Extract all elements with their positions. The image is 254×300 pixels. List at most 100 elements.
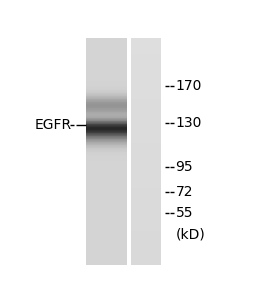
Bar	[86, 251, 127, 252]
Bar	[86, 261, 127, 262]
Bar	[131, 104, 161, 105]
Bar	[86, 40, 127, 41]
Bar	[131, 128, 161, 129]
Bar	[86, 94, 127, 95]
Bar	[131, 47, 161, 48]
Bar	[131, 135, 161, 136]
Bar	[131, 129, 161, 130]
Bar	[86, 233, 127, 234]
Bar	[86, 134, 127, 135]
Text: 170: 170	[176, 79, 202, 93]
Bar	[86, 93, 127, 94]
Bar	[86, 137, 127, 138]
Bar	[131, 228, 161, 229]
Bar	[131, 40, 161, 41]
Bar	[131, 194, 161, 195]
Bar	[86, 182, 127, 183]
Bar	[131, 263, 161, 264]
Bar	[86, 142, 127, 143]
Bar	[131, 75, 161, 76]
Bar	[86, 140, 127, 141]
Bar	[131, 161, 161, 162]
Bar	[131, 182, 161, 183]
Bar	[86, 208, 127, 209]
Bar	[131, 61, 161, 62]
Bar	[86, 144, 127, 145]
Bar	[86, 124, 127, 125]
Bar	[86, 89, 127, 90]
Bar	[131, 253, 161, 254]
Bar	[86, 228, 127, 229]
Bar	[131, 162, 161, 163]
Bar	[86, 82, 127, 83]
Bar	[131, 169, 161, 170]
Bar	[131, 190, 161, 191]
Text: EGFR: EGFR	[35, 118, 72, 132]
Bar	[86, 211, 127, 212]
Bar	[131, 254, 161, 255]
Bar	[86, 185, 127, 186]
Bar	[86, 161, 127, 162]
Bar	[131, 163, 161, 164]
Bar	[86, 206, 127, 207]
Bar	[131, 78, 161, 79]
Bar	[131, 202, 161, 203]
Bar	[86, 225, 127, 226]
Bar	[131, 213, 161, 214]
Bar	[131, 204, 161, 205]
Bar	[86, 57, 127, 58]
Bar	[86, 181, 127, 182]
Bar	[86, 123, 127, 124]
Bar	[131, 150, 161, 151]
Bar	[131, 223, 161, 224]
Bar	[86, 111, 127, 112]
Bar	[86, 167, 127, 168]
Bar	[131, 65, 161, 66]
Bar	[86, 45, 127, 46]
Bar	[131, 140, 161, 141]
Bar	[131, 262, 161, 263]
Bar	[131, 195, 161, 196]
Bar	[131, 212, 161, 213]
Bar	[86, 126, 127, 127]
Bar	[86, 234, 127, 235]
Bar	[131, 248, 161, 249]
Bar	[86, 221, 127, 222]
Bar	[86, 141, 127, 142]
Bar	[86, 199, 127, 200]
Bar	[131, 193, 161, 194]
Bar	[86, 246, 127, 247]
Bar	[131, 121, 161, 122]
Bar	[86, 171, 127, 172]
Bar	[86, 223, 127, 224]
Bar	[131, 225, 161, 226]
Bar	[86, 216, 127, 217]
Bar	[86, 162, 127, 163]
Bar	[131, 83, 161, 84]
Bar	[131, 230, 161, 231]
Bar	[131, 251, 161, 252]
Bar	[131, 184, 161, 185]
Bar	[131, 133, 161, 134]
Bar	[86, 132, 127, 133]
Bar	[131, 191, 161, 192]
Bar	[131, 99, 161, 100]
Bar	[86, 186, 127, 187]
Bar	[131, 119, 161, 120]
Bar	[86, 66, 127, 67]
Bar	[131, 89, 161, 90]
Bar	[131, 82, 161, 83]
Bar	[86, 73, 127, 74]
Bar	[86, 143, 127, 144]
Bar	[86, 40, 127, 41]
Bar	[131, 108, 161, 109]
Bar	[86, 231, 127, 232]
Bar	[86, 256, 127, 257]
Bar	[86, 253, 127, 254]
Bar	[131, 159, 161, 160]
Bar	[86, 224, 127, 225]
Bar	[86, 127, 127, 128]
Bar	[86, 156, 127, 157]
Bar	[131, 87, 161, 88]
Bar	[131, 111, 161, 112]
